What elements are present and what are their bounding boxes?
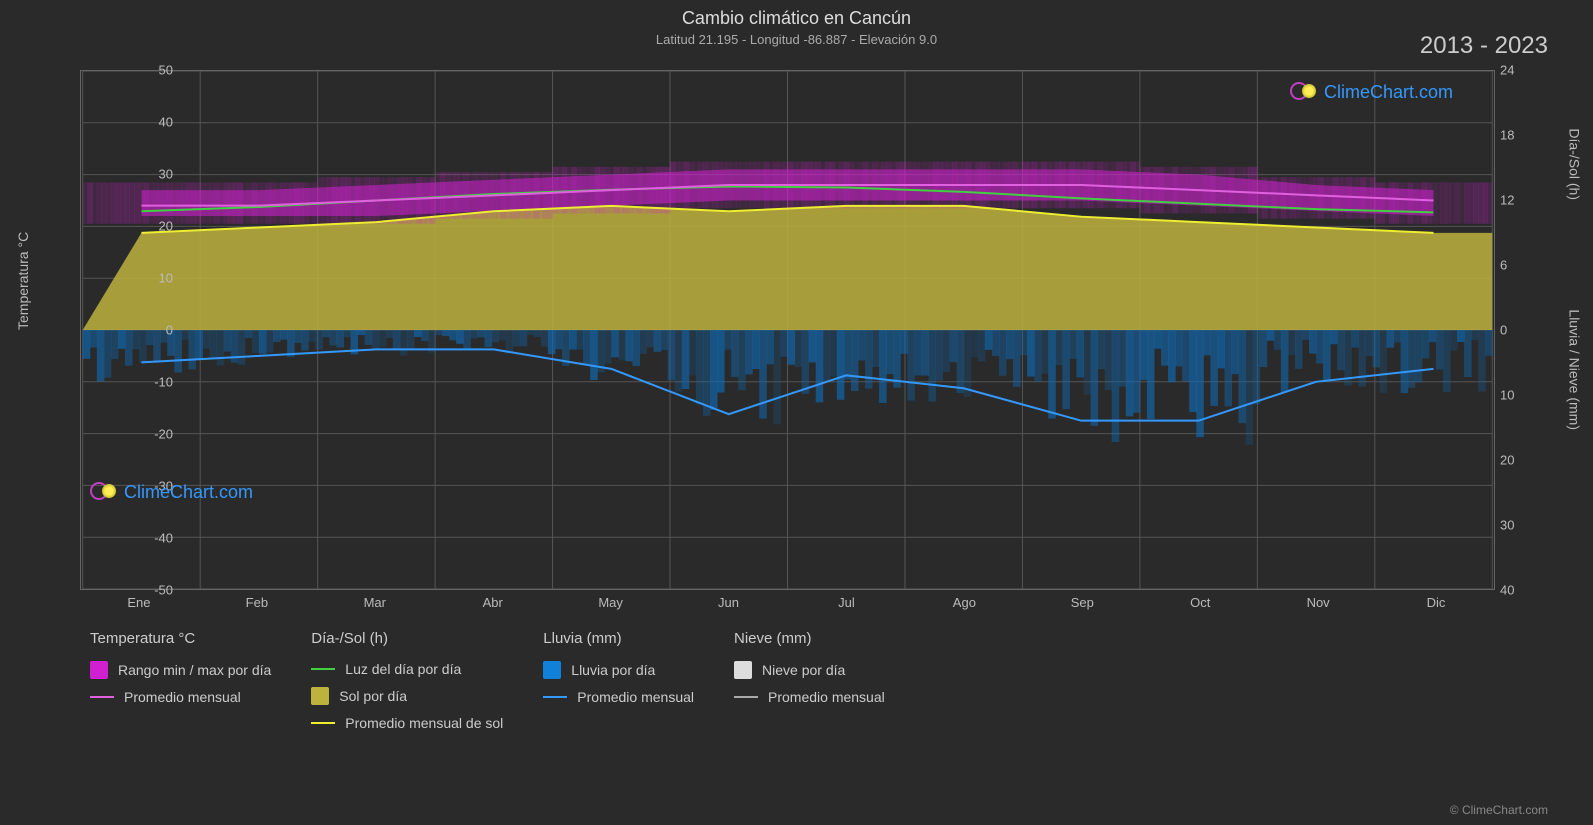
left-tick: 50 [103, 63, 173, 78]
x-tick: Ago [953, 595, 976, 610]
legend-item: Promedio mensual de sol [311, 715, 503, 731]
legend-item: Sol por día [311, 687, 503, 705]
legend-label: Promedio mensual de sol [345, 715, 503, 731]
legend-column: Temperatura °C Rango min / max por día Pro… [90, 630, 271, 731]
x-tick: Ene [127, 595, 150, 610]
legend-item: Rango min / max por día [90, 661, 271, 679]
legend-swatch [543, 661, 561, 679]
brand-logo: ClimeChart.com [90, 480, 253, 504]
legend-column: Lluvia (mm) Lluvia por día Promedio mensua… [543, 630, 694, 731]
legend-swatch [90, 661, 108, 679]
legend-label: Promedio mensual [577, 689, 694, 705]
y-left-axis-label: Temperatura °C [15, 232, 31, 330]
left-tick: -10 [103, 375, 173, 390]
legend-swatch [90, 696, 114, 698]
plot-area [80, 70, 1495, 590]
legend-swatch [543, 696, 567, 698]
legend-label: Luz del día por día [345, 661, 461, 677]
x-tick: May [598, 595, 623, 610]
x-tick: Oct [1190, 595, 1210, 610]
legend: Temperatura °C Rango min / max por día Pro… [90, 630, 1548, 731]
chart-subtitle: Latitud 21.195 - Longitud -86.887 - Elev… [0, 32, 1593, 47]
legend-label: Rango min / max por día [118, 662, 271, 678]
right-tick: 18 [1500, 128, 1570, 143]
left-tick: 40 [103, 115, 173, 130]
legend-item: Promedio mensual [90, 689, 271, 705]
logo-text: ClimeChart.com [1324, 82, 1453, 103]
left-tick: -20 [103, 427, 173, 442]
brand-logo: ClimeChart.com [1290, 80, 1453, 104]
right-tick: 12 [1500, 193, 1570, 208]
plot-svg [81, 71, 1494, 589]
legend-label: Lluvia por día [571, 662, 655, 678]
legend-swatch [734, 696, 758, 698]
right-tick: 20 [1500, 453, 1570, 468]
chart-title: Cambio climático en Cancún [0, 8, 1593, 29]
x-tick: Dic [1427, 595, 1446, 610]
left-tick: 0 [103, 323, 173, 338]
legend-label: Promedio mensual [124, 689, 241, 705]
legend-heading: Nieve (mm) [734, 630, 885, 647]
right-tick: 40 [1500, 583, 1570, 598]
legend-item: Lluvia por día [543, 661, 694, 679]
legend-swatch [311, 668, 335, 670]
left-tick: -40 [103, 531, 173, 546]
x-tick: Abr [483, 595, 503, 610]
legend-column: Nieve (mm) Nieve por día Promedio mensual [734, 630, 885, 731]
right-tick: 6 [1500, 258, 1570, 273]
legend-item: Luz del día por día [311, 661, 503, 677]
x-tick: Feb [246, 595, 268, 610]
legend-item: Nieve por día [734, 661, 885, 679]
right-tick: 30 [1500, 518, 1570, 533]
copyright: © ClimeChart.com [1450, 803, 1548, 817]
x-tick: Sep [1071, 595, 1094, 610]
logo-text: ClimeChart.com [124, 482, 253, 503]
legend-heading: Lluvia (mm) [543, 630, 694, 647]
legend-heading: Temperatura °C [90, 630, 271, 647]
x-tick: Jun [718, 595, 739, 610]
legend-swatch [311, 722, 335, 724]
left-tick: 20 [103, 219, 173, 234]
right-tick: 10 [1500, 388, 1570, 403]
legend-column: Día-/Sol (h) Luz del día por día Sol por d… [311, 630, 503, 731]
logo-icon [90, 480, 118, 504]
legend-item: Promedio mensual [543, 689, 694, 705]
year-range: 2013 - 2023 [1420, 32, 1548, 60]
legend-label: Nieve por día [762, 662, 845, 678]
left-tick: 30 [103, 167, 173, 182]
logo-icon [1290, 80, 1318, 104]
x-tick: Nov [1307, 595, 1330, 610]
x-tick: Mar [364, 595, 386, 610]
climate-chart: Cambio climático en Cancún Latitud 21.19… [0, 0, 1593, 825]
x-tick: Jul [838, 595, 855, 610]
legend-heading: Día-/Sol (h) [311, 630, 503, 647]
legend-label: Sol por día [339, 688, 407, 704]
right-tick: 0 [1500, 323, 1570, 338]
legend-item: Promedio mensual [734, 689, 885, 705]
legend-swatch [734, 661, 752, 679]
legend-label: Promedio mensual [768, 689, 885, 705]
legend-swatch [311, 687, 329, 705]
left-tick: 10 [103, 271, 173, 286]
right-tick: 24 [1500, 63, 1570, 78]
